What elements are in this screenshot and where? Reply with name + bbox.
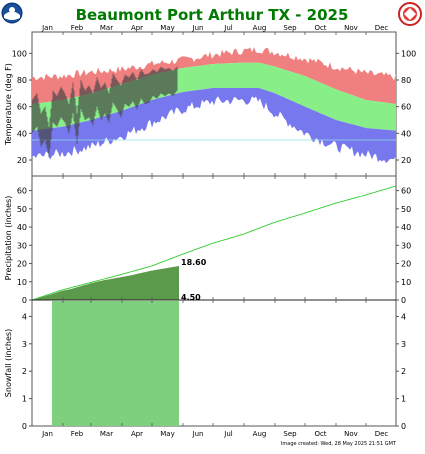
month-label-top: Feb (71, 24, 84, 32)
axes-layer: Jan Jan Feb Feb Mar Mar Apr Apr May May Jun Jun Jul J… (41, 24, 388, 438)
noaa-logo (1, 2, 23, 24)
month-label-bottom: Feb (71, 430, 84, 438)
observed-normal-overlap-area (32, 266, 179, 300)
month-label-bottom: Mar (100, 430, 113, 438)
temp-tick-label-right: 60 (401, 103, 411, 112)
temp-tick-label: 20 (17, 156, 27, 165)
month-label-top: May (160, 24, 174, 32)
precip-tick-label-right: 30 (401, 241, 411, 250)
month-label-bottom: Sep (283, 430, 297, 438)
month-label-top: Aug (253, 24, 267, 32)
temperature-layer: 20 20 40 40 60 60 80 80 100 100 (12, 47, 416, 165)
precip-departure-label: 4.50 (181, 293, 201, 302)
temp-tick-label: 40 (17, 129, 27, 138)
precip-total-label: 18.60 (181, 258, 207, 267)
precipitation-axis-label: Precipitation (inches) (4, 196, 13, 281)
snowfall-axis-label: Snowfall (inches) (4, 329, 13, 397)
temp-tick-label-right: 100 (401, 49, 416, 58)
month-label-bottom: May (160, 430, 174, 438)
normal-range-band (32, 62, 396, 131)
precipitation-layer: 0 0 10 10 20 20 30 30 40 40 50 50 60 60 18.60 4.50 (17, 185, 411, 305)
precip-tick-label: 0 (22, 296, 27, 305)
normal-precip-line (31, 185, 397, 301)
record-low-band (32, 88, 396, 163)
snowfall-observed-period (52, 301, 179, 426)
temp-tick-label: 60 (17, 103, 27, 112)
precip-tick-label-right: 60 (401, 187, 411, 196)
nws-logo (398, 2, 422, 26)
snow-tick-label-right: 3 (401, 340, 406, 349)
precip-tick-label: 10 (17, 278, 27, 287)
snow-tick-label-right: 4 (401, 312, 406, 321)
month-label-top: Jul (223, 24, 233, 32)
precip-tick-label: 40 (17, 223, 27, 232)
month-label-bottom: Jul (223, 430, 233, 438)
temperature-axis-label: Temperature (deg F) (4, 63, 13, 146)
precip-tick-label: 20 (17, 260, 27, 269)
precip-tick-label-right: 20 (401, 260, 411, 269)
precip-tick-label-right: 50 (401, 205, 411, 214)
month-label-top: Dec (375, 24, 389, 32)
temp-tick-label-right: 20 (401, 156, 411, 165)
precip-tick-label-right: 0 (401, 296, 406, 305)
image-created-footer: Image created: Wed, 28 May 2025 21:51 GM… (281, 441, 397, 447)
chart-title: Beaumont Port Arthur TX - 2025 (76, 6, 349, 24)
month-label-bottom: Jan (41, 430, 53, 438)
temp-tick-label: 80 (17, 76, 27, 85)
snow-tick-label-right: 0 (401, 422, 406, 431)
snow-tick-label-right: 2 (401, 367, 406, 376)
month-label-top: Jun (192, 24, 204, 32)
snow-tick-label: 0 (22, 422, 27, 431)
snow-tick-label: 4 (22, 312, 27, 321)
month-label-top: Nov (344, 24, 358, 32)
month-label-top: Jan (41, 24, 53, 32)
precip-tick-label: 60 (17, 187, 27, 196)
month-label-bottom: Jun (192, 430, 204, 438)
snow-tick-label-right: 1 (401, 395, 406, 404)
record-high-band (32, 47, 396, 104)
snow-tick-label: 2 (22, 367, 27, 376)
precipitation-panel (31, 175, 397, 301)
precip-tick-label: 50 (17, 205, 27, 214)
snow-tick-label: 1 (22, 395, 27, 404)
month-label-top: Oct (314, 24, 326, 32)
snowfall-layer: 0 0 1 1 2 2 3 3 4 4 (22, 301, 406, 431)
temp-tick-label: 100 (12, 49, 27, 58)
precip-tick-label-right: 40 (401, 223, 411, 232)
snow-tick-label: 3 (22, 340, 27, 349)
temp-tick-label-right: 40 (401, 129, 411, 138)
month-label-top: Sep (283, 24, 297, 32)
month-label-top: Mar (100, 24, 113, 32)
month-label-top: Apr (131, 24, 143, 32)
month-label-bottom: Apr (131, 430, 143, 438)
month-label-bottom: Nov (344, 430, 358, 438)
month-label-bottom: Aug (253, 430, 267, 438)
month-label-bottom: Dec (375, 430, 389, 438)
temp-tick-label-right: 80 (401, 76, 411, 85)
month-label-bottom: Oct (314, 430, 326, 438)
precip-tick-label: 30 (17, 241, 27, 250)
precip-tick-label-right: 10 (401, 278, 411, 287)
